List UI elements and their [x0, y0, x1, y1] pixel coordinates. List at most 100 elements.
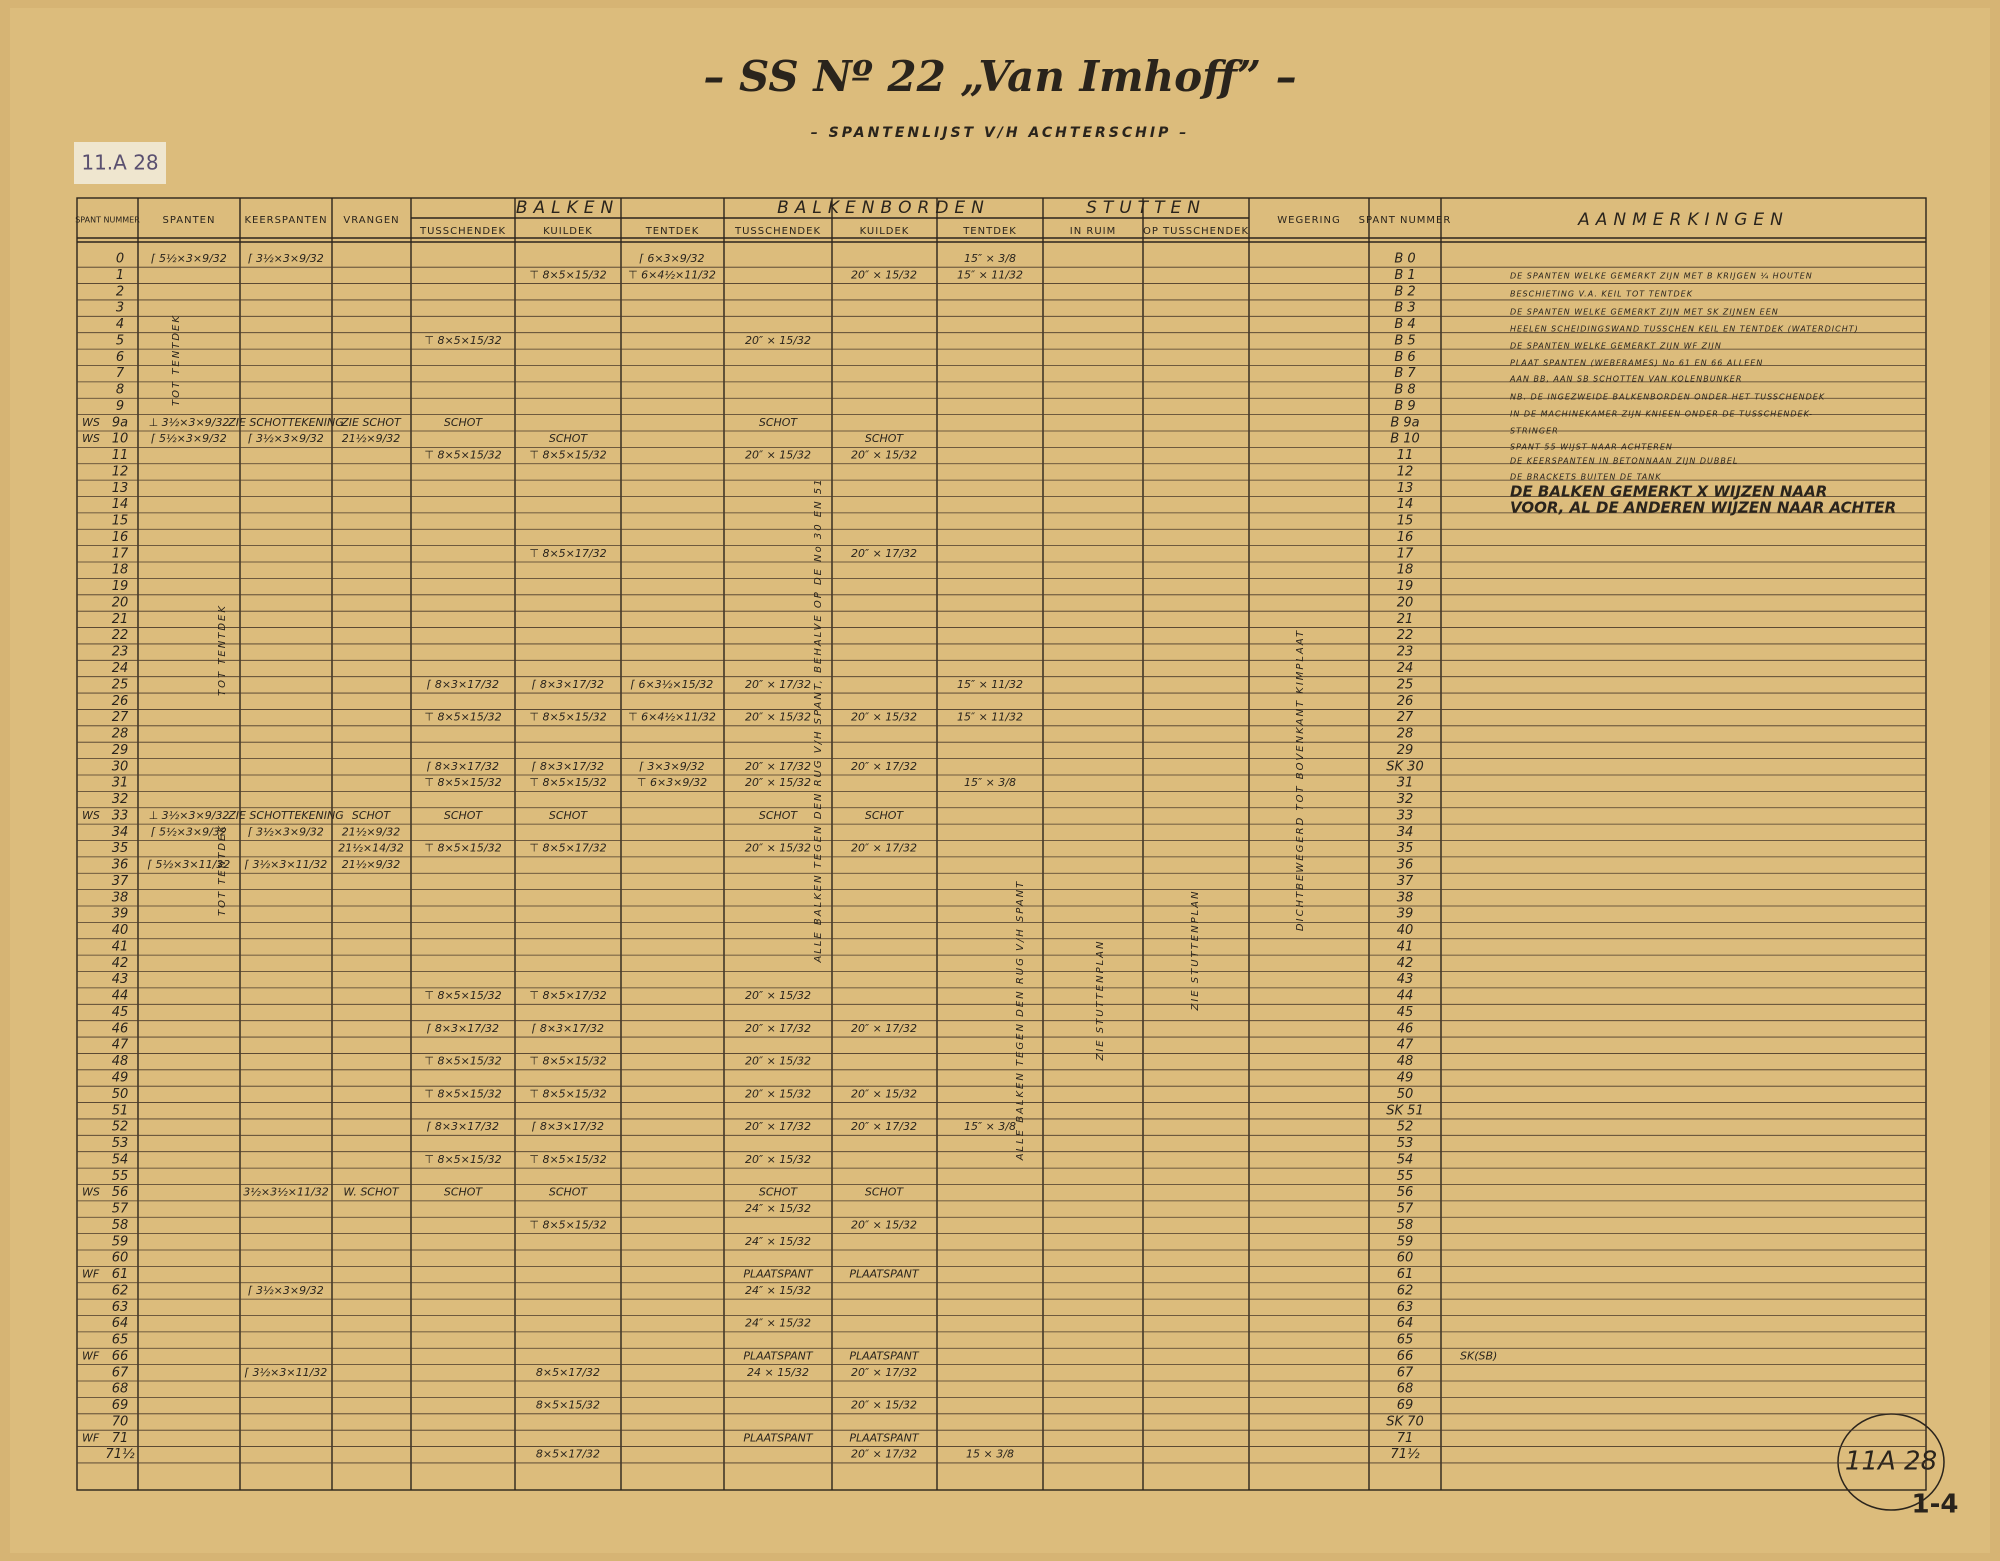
column-header: SPANTEN: [163, 215, 216, 226]
column-header: KUILDEK: [860, 226, 910, 237]
cell: 15: [112, 514, 129, 529]
cell: 51: [112, 1103, 129, 1118]
cell: ⌈ 3½×3×11/32: [245, 1366, 328, 1379]
cell: ZIE SCHOTTEKENING: [227, 809, 344, 822]
cell: 3½×3½×11/32: [243, 1186, 328, 1199]
cell: 20″ × 15/32: [851, 1218, 917, 1231]
cell: ⊥ 3½×3×9/32: [149, 809, 230, 822]
cell: ⊥ 3½×3×9/32: [149, 416, 230, 429]
cell: 53: [1397, 1136, 1414, 1151]
remark: NB. DE INGEZWEIDE BALKENBORDEN ONDER HET…: [1510, 393, 1825, 402]
remark: DE BALKEN GEMERKT X WIJZEN NAAR: [1510, 483, 1827, 501]
cell: WF: [82, 1268, 100, 1281]
cell: 10: [112, 432, 129, 447]
cell: ⊤ 8×5×15/32: [424, 776, 501, 789]
cell: 15 × 3/8: [966, 1448, 1014, 1461]
remark: DE SPANTEN WELKE GEMERKT ZIJN MET B KRIJ…: [1510, 272, 1813, 281]
remark: DE SPANTEN WELKE GEMERKT ZIJN WF ZIJN: [1510, 342, 1722, 351]
cell: 6: [116, 350, 124, 365]
cell: 21½×9/32: [342, 432, 401, 445]
cell: WF: [82, 1349, 100, 1362]
cell: 65: [112, 1333, 129, 1348]
cell: ⊤ 8×5×15/32: [424, 1055, 501, 1068]
cell: 69: [112, 1398, 129, 1413]
cell: B 9a: [1390, 415, 1419, 430]
cell: SK 70: [1386, 1414, 1423, 1429]
cell: 16: [1397, 530, 1414, 545]
cell: 58: [1397, 1218, 1414, 1233]
cell: 39: [1397, 907, 1414, 922]
cell: WF: [82, 1431, 100, 1444]
cell: ⌈ 8×3×17/32: [532, 760, 604, 773]
cell: 55: [1397, 1169, 1414, 1184]
cell: SCHOT: [759, 809, 799, 822]
cell: 71: [112, 1431, 129, 1446]
cell: ⊤ 8×5×15/32: [529, 711, 606, 724]
cell: 20″ × 15/32: [851, 1399, 917, 1412]
annotation: DICHTBEWEGERD TOT BOVENKANT KIMPLAAT: [1295, 629, 1306, 931]
cell: 20″ × 17/32: [851, 547, 917, 560]
cell: ⊤ 8×5×15/32: [424, 449, 501, 462]
cell: 58: [112, 1218, 129, 1233]
cell: 57: [112, 1202, 129, 1217]
cell: PLAATSPANT: [743, 1268, 814, 1281]
cell: ⌈ 8×3×17/32: [532, 678, 604, 691]
remark: DE SPANTEN WELKE GEMERKT ZIJN MET SK ZIJ…: [1510, 308, 1779, 317]
cell: 52: [112, 1120, 129, 1135]
cell: 2: [116, 284, 124, 299]
cell: 70: [112, 1414, 129, 1429]
cell: 32: [1397, 792, 1414, 807]
cell: 20″ × 15/32: [745, 1055, 811, 1068]
cell: 17: [1397, 546, 1414, 561]
cell: 59: [1397, 1234, 1414, 1249]
annotation: TOT TENTDEK: [171, 314, 182, 406]
cell: 21½×9/32: [342, 825, 401, 838]
cell: 24: [1397, 661, 1414, 676]
cell: 15″ × 11/32: [957, 711, 1023, 724]
cell: 24″ × 15/32: [745, 1284, 811, 1297]
cell: ⌈ 5½×3×9/32: [151, 825, 227, 838]
cell: 34: [1397, 825, 1414, 840]
cell: 60: [1397, 1251, 1414, 1266]
cell: 49: [112, 1071, 129, 1086]
cell: 11: [112, 448, 129, 463]
cell: 37: [112, 874, 129, 889]
cell: 65: [1397, 1333, 1414, 1348]
cell: 48: [112, 1054, 129, 1069]
cell: 15″ × 3/8: [964, 1120, 1016, 1133]
cell: 20″ × 17/32: [745, 760, 811, 773]
cell: 20: [1397, 595, 1414, 610]
cell: 37: [1397, 874, 1414, 889]
group-header: STUTTEN: [1086, 198, 1206, 218]
cell: SCHOT: [759, 1186, 799, 1199]
cell: 19: [1397, 579, 1414, 594]
cell: 22: [112, 628, 129, 643]
column-header: TUSSCHENDEK: [734, 226, 821, 237]
cell: SCHOT: [444, 809, 484, 822]
cell: 8×5×17/32: [536, 1448, 600, 1461]
cell: ⊤ 8×5×15/32: [529, 268, 606, 281]
cell: ⊤ 6×3×9/32: [637, 776, 707, 789]
cell: B 5: [1394, 333, 1415, 348]
cell: 33: [112, 808, 129, 823]
cell: PLAATSPANT: [849, 1349, 920, 1362]
cell: 52: [1397, 1120, 1414, 1135]
cell: 21: [1397, 612, 1414, 627]
cell: 71: [1397, 1431, 1414, 1446]
corner-stamp: 11A 28: [1845, 1447, 1937, 1477]
cell: 20″ × 17/32: [851, 1120, 917, 1133]
cell: ⊤ 8×5×17/32: [529, 547, 606, 560]
cell: 28: [1397, 727, 1414, 742]
cell: 71½: [1390, 1447, 1420, 1462]
cell: 15″ × 3/8: [964, 776, 1016, 789]
cell: 54: [112, 1152, 129, 1167]
cell: ⌈ 8×3×17/32: [532, 1022, 604, 1035]
cell: ⌈ 3½×3×9/32: [248, 252, 324, 265]
table: SPANTEN KEERSPANTEN VRANGEN TUSSCHENDEK KUIL…: [75, 197, 1927, 1491]
column-header: TENTDEK: [645, 226, 700, 237]
cell: ⊤ 8×5×17/32: [529, 842, 606, 855]
cell: 35: [1397, 841, 1414, 856]
cell: 20″ × 17/32: [745, 678, 811, 691]
